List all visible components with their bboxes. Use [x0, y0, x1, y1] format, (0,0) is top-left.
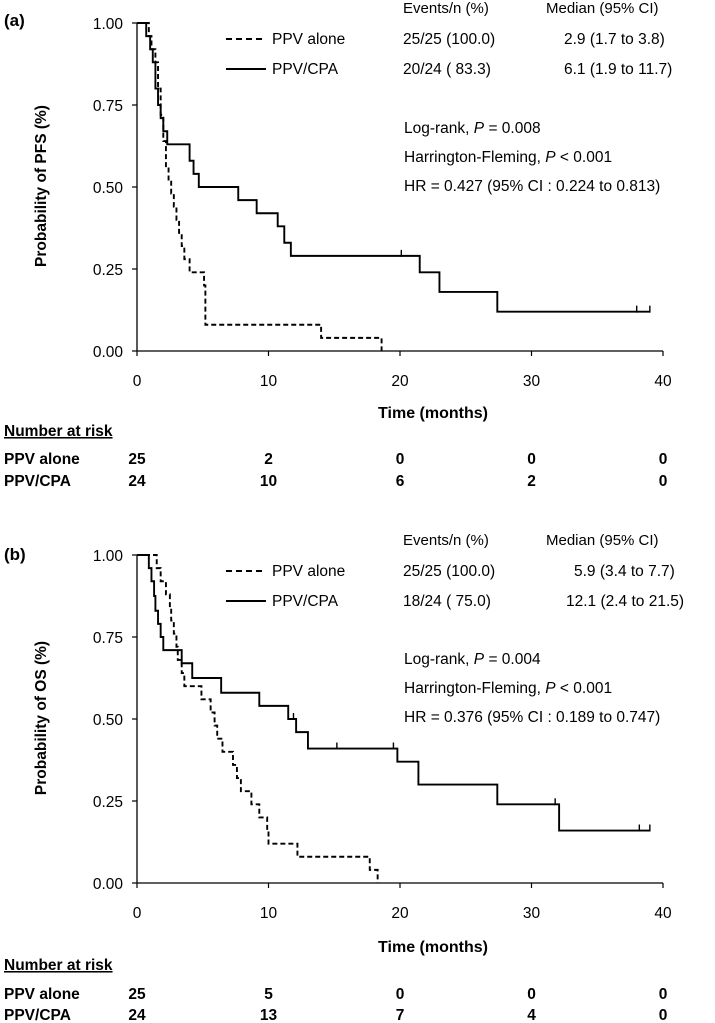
logrank-text: Log-rank, P = 0.004 [404, 651, 541, 668]
survival-curves [137, 554, 651, 883]
y-tick-label: 0.75 [93, 98, 123, 115]
x-axis-label: Time (months) [378, 939, 488, 956]
legend: Events/n (%) Median (95% CI) PPV alone 2… [226, 0, 672, 78]
x-axis-label: Time (months) [378, 405, 488, 422]
legend: Events/n (%) Median (95% CI) PPV alone 2… [226, 532, 684, 610]
x-tick-label: 0 [133, 905, 142, 922]
y-tick-label: 0.25 [93, 262, 123, 279]
panel-b: (b) Probability of OS (%) Time (months) … [4, 532, 684, 1023]
panel-label: (a) [4, 11, 25, 30]
risk-value: 2 [527, 473, 536, 490]
x-tick-label: 20 [391, 905, 409, 922]
x-tick-label: 40 [654, 373, 672, 390]
legend-events-ppv-alone: 25/25 (100.0) [403, 31, 495, 48]
risk-values: 25 2 0 0 0 24 10 6 2 0 [128, 451, 667, 490]
stats-block: Log-rank, P = 0.004 Harrington-Fleming, … [404, 651, 660, 726]
risk-value: 0 [527, 451, 536, 468]
risk-row-label-ppv-cpa: PPV/CPA [4, 1007, 71, 1023]
y-tick-label: 1.00 [93, 16, 124, 33]
y-axis-label: Probability of PFS (%) [33, 105, 50, 267]
risk-value: 7 [396, 1007, 405, 1023]
risk-row-label-ppv-cpa: PPV/CPA [4, 473, 71, 490]
risk-value: 5 [264, 986, 273, 1003]
risk-value: 0 [527, 986, 536, 1003]
y-tick-label: 0.00 [93, 876, 124, 893]
panel-label: (b) [4, 545, 26, 564]
legend-median-ppv-cpa: 12.1 (2.4 to 21.5) [566, 593, 684, 610]
legend-label-ppv-cpa: PPV/CPA [272, 61, 339, 78]
logrank-text: Log-rank, P = 0.008 [404, 120, 541, 137]
risk-table: Number at risk PPV alone PPV/CPA 25 2 0 0 02… [4, 423, 667, 490]
x-tick-label: 10 [260, 373, 278, 390]
km-curve-ppv-alone [137, 554, 379, 883]
survival-curves [137, 22, 651, 351]
y-tick-label: 0.50 [93, 712, 124, 729]
hazard-ratio-text: HR = 0.427 (95% CI : 0.224 to 0.813) [404, 178, 660, 195]
legend-header-events: Events/n (%) [403, 0, 489, 17]
legend-label-ppv-alone: PPV alone [272, 563, 345, 580]
risk-value: 0 [659, 473, 668, 490]
km-curve-ppv-alone [137, 22, 383, 351]
risk-value: 25 [128, 986, 146, 1003]
risk-value: 24 [128, 1007, 146, 1023]
legend-header-median: Median (95% CI) [546, 0, 659, 17]
legend-header-median: Median (95% CI) [546, 532, 659, 549]
panel-a: (a) Probability of PFS (%) Time (months)… [4, 0, 672, 490]
y-tick-label: 1.00 [93, 548, 124, 565]
risk-row-label-ppv-alone: PPV alone [4, 451, 80, 468]
y-tick-label: 0.00 [93, 344, 124, 361]
risk-value: 0 [396, 451, 405, 468]
x-tick-label: 30 [523, 905, 541, 922]
risk-values: 25 5 0 0 0 24 13 7 4 0 [128, 986, 667, 1023]
harrington-fleming-text: Harrington-Fleming, P < 0.001 [404, 149, 612, 166]
x-tick-label: 40 [654, 905, 672, 922]
x-tick-label: 20 [391, 373, 409, 390]
legend-events-ppv-cpa: 18/24 ( 75.0) [403, 593, 491, 610]
stats-block: Log-rank, P = 0.008 Harrington-Fleming, … [404, 120, 660, 195]
y-tick-label: 0.50 [93, 180, 124, 197]
risk-value: 0 [659, 451, 668, 468]
risk-table-title: Number at risk [4, 957, 113, 974]
harrington-fleming-text: Harrington-Fleming, P < 0.001 [404, 680, 612, 697]
risk-value: 6 [396, 473, 405, 490]
y-tick-label: 0.25 [93, 794, 123, 811]
legend-header-events: Events/n (%) [403, 532, 489, 549]
legend-label-ppv-cpa: PPV/CPA [272, 593, 339, 610]
risk-value: 0 [659, 1007, 668, 1023]
km-curve-ppv-cpa [137, 22, 650, 313]
legend-median-ppv-cpa: 6.1 (1.9 to 11.7) [564, 61, 672, 78]
risk-value: 13 [260, 1007, 278, 1023]
axes: 0.00 0.25 0.50 0.75 1.00 0 10 20 30 40 [93, 548, 672, 922]
risk-value: 4 [527, 1007, 536, 1023]
y-tick-label: 0.75 [93, 630, 123, 647]
legend-median-ppv-alone: 5.9 (3.4 to 7.7) [574, 563, 675, 580]
axes: 0.00 0.25 0.50 0.75 1.00 0 10 20 30 40 [93, 16, 672, 390]
x-tick-label: 0 [133, 373, 142, 390]
risk-value: 24 [128, 473, 146, 490]
risk-value: 25 [128, 451, 146, 468]
risk-table-title: Number at risk [4, 423, 113, 440]
risk-value: 0 [659, 986, 668, 1003]
legend-label-ppv-alone: PPV alone [272, 31, 345, 48]
legend-events-ppv-cpa: 20/24 ( 83.3) [403, 61, 491, 78]
y-axis-label: Probability of OS (%) [33, 641, 50, 795]
risk-row-label-ppv-alone: PPV alone [4, 986, 80, 1003]
km-curve-ppv-cpa [137, 554, 650, 832]
risk-value: 0 [396, 986, 405, 1003]
legend-events-ppv-alone: 25/25 (100.0) [403, 563, 495, 580]
x-tick-label: 10 [260, 905, 278, 922]
risk-value: 10 [260, 473, 277, 490]
risk-table: Number at risk PPV alone PPV/CPA 25 5 0 0 02… [4, 957, 667, 1023]
legend-median-ppv-alone: 2.9 (1.7 to 3.8) [564, 31, 665, 48]
hazard-ratio-text: HR = 0.376 (95% CI : 0.189 to 0.747) [404, 709, 660, 726]
x-tick-label: 30 [523, 373, 541, 390]
risk-value: 2 [264, 451, 273, 468]
